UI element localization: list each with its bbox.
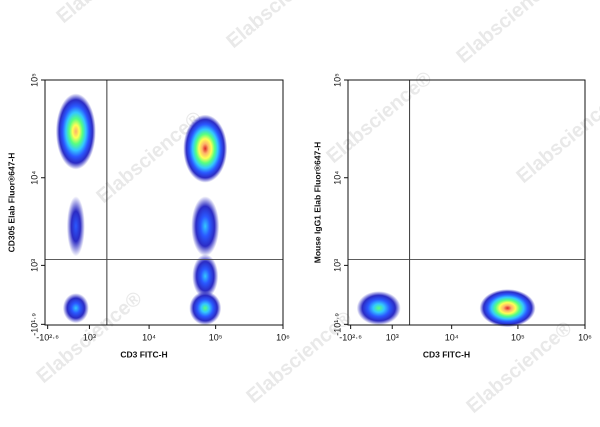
y-axis-title: Mouse IgG1 Elab Fluor®647-H <box>312 142 322 264</box>
x-tick-label: -10²·⁶ <box>339 332 362 342</box>
watermark: Elabscience® <box>512 87 600 188</box>
density-cluster <box>62 293 89 324</box>
plot-frame <box>347 79 586 326</box>
x-axis-title: CD3 FITC-H <box>423 349 470 359</box>
density-cluster <box>183 114 228 183</box>
density-cluster <box>55 93 96 170</box>
x-tick-label: -10²·⁶ <box>36 332 59 342</box>
plot: -10²·⁶ 10³ 10⁴ 10⁵ 10⁶ -10¹·⁹ 10³ 10⁴ 10⁵ CD3 FIT… <box>312 73 592 359</box>
y-tick-label: 10⁴ <box>332 171 342 185</box>
density-cluster <box>192 254 219 299</box>
x-tick-label: 10³ <box>386 332 399 342</box>
y-tick-label: 10⁴ <box>29 171 39 185</box>
watermark: Elabscience® <box>452 0 566 68</box>
x-tick-label: 10⁶ <box>578 332 592 342</box>
x-tick-label: 10⁵ <box>511 332 525 342</box>
watermark: Elabscience® <box>52 0 166 28</box>
y-tick-label: -10¹·⁹ <box>29 313 39 336</box>
y-axis-title: CD305 Elab Fluor®647-H <box>6 153 16 253</box>
density-cluster <box>479 289 536 328</box>
plot-frame <box>44 79 284 326</box>
density-cluster <box>356 291 401 326</box>
y-tick-label: 10³ <box>332 259 342 272</box>
watermark: Elabscience® <box>222 0 336 53</box>
x-tick-label: 10⁶ <box>276 332 290 342</box>
plot: -10²·⁶ 10³ 10⁴ 10⁵ 10⁶ -10¹·⁹ 10³ 10⁴ 10⁵ CD3 FIT… <box>6 73 290 359</box>
y-tick-label: 10⁵ <box>29 73 39 87</box>
density-cluster <box>189 291 222 326</box>
y-tick-label: 10³ <box>29 259 39 272</box>
density-cluster <box>191 196 220 257</box>
x-tick-label: 10⁵ <box>209 332 223 342</box>
y-tick-label: -10¹·⁹ <box>332 313 342 336</box>
density-cluster <box>66 196 85 257</box>
x-tick-label: 10⁴ <box>142 332 156 342</box>
x-tick-label: 10³ <box>83 332 96 342</box>
x-tick-label: 10⁴ <box>445 332 459 342</box>
y-tick-label: 10⁵ <box>332 73 342 87</box>
x-axis-title: CD3 FITC-H <box>120 349 167 359</box>
